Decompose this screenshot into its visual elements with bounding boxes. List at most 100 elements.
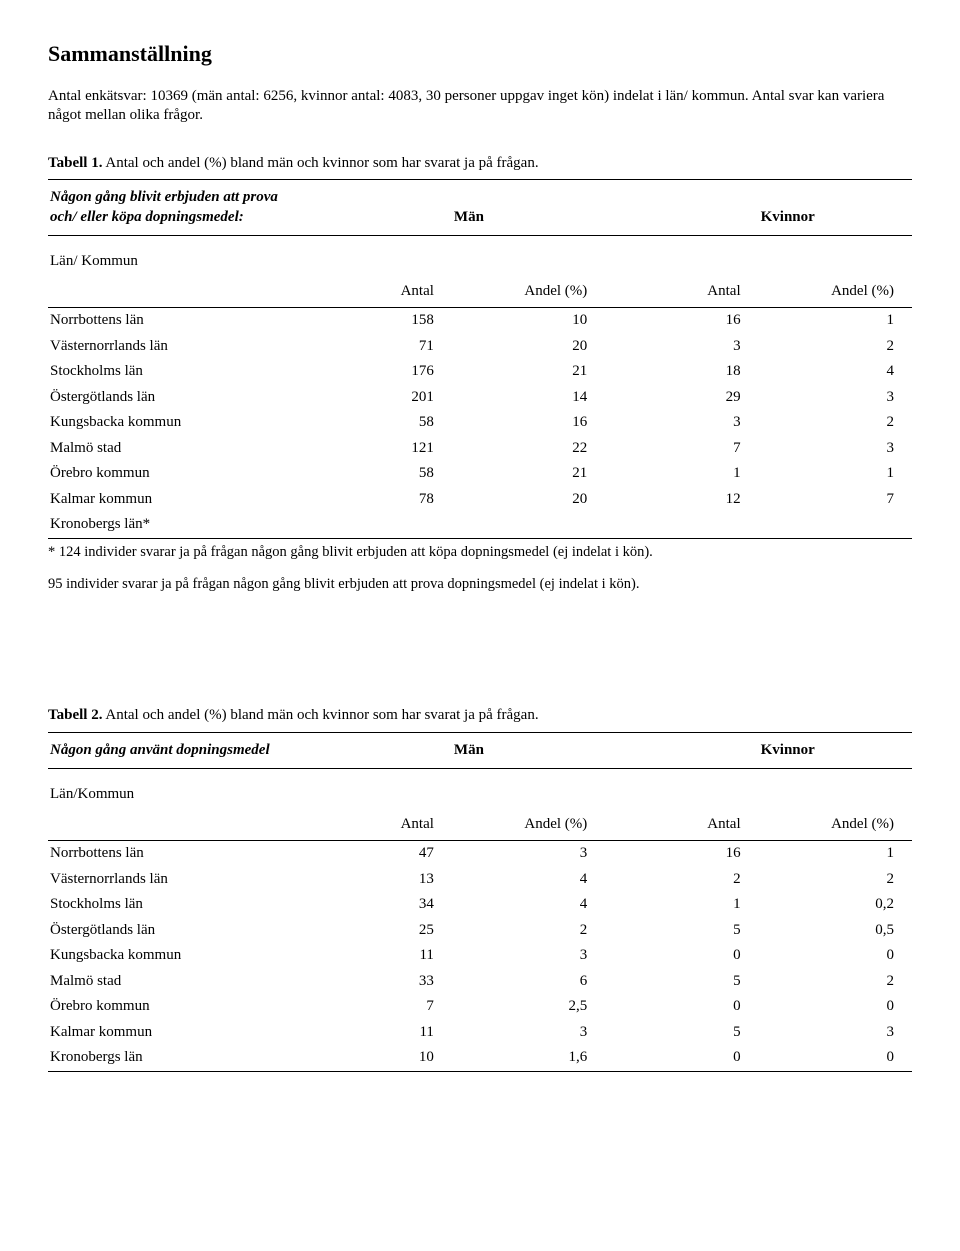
table-row: Östergötlands län25250,5 xyxy=(48,918,912,944)
value-cell: 18 xyxy=(605,359,758,385)
tabell2-label-prefix: Tabell 2. xyxy=(48,707,102,723)
table-row: Malmö stad33652 xyxy=(48,969,912,995)
value-cell: 2 xyxy=(452,918,605,944)
value-cell: 2 xyxy=(759,867,912,893)
table-row: Kronobergs län101,600 xyxy=(48,1045,912,1071)
table-row: Kungsbacka kommun11300 xyxy=(48,943,912,969)
value-cell: 10 xyxy=(299,1045,452,1071)
value-cell: 121 xyxy=(299,436,452,462)
tabell1-col2: Andel (%) xyxy=(452,278,605,308)
table-row: Östergötlands län20114293 xyxy=(48,385,912,411)
value-cell: 3 xyxy=(452,1020,605,1046)
value-cell: 176 xyxy=(299,359,452,385)
value-cell: 0 xyxy=(759,1045,912,1071)
tabell1-caption: Tabell 1. Antal och andel (%) bland män … xyxy=(48,154,912,174)
value-cell: 0 xyxy=(759,943,912,969)
value-cell: 58 xyxy=(299,410,452,436)
value-cell: 47 xyxy=(299,841,452,867)
tabell2: Någon gång använt dopningsmedel Män Kvin… xyxy=(48,732,912,1072)
region-cell: Kungsbacka kommun xyxy=(48,410,299,436)
value-cell: 158 xyxy=(299,308,452,334)
tabell1-group-women: Kvinnor xyxy=(759,180,912,236)
table-row: Norrbottens län473161 xyxy=(48,841,912,867)
value-cell xyxy=(759,512,912,538)
table-row: Västernorrlands län13422 xyxy=(48,867,912,893)
value-cell: 4 xyxy=(759,359,912,385)
value-cell: 1 xyxy=(605,461,758,487)
value-cell: 2 xyxy=(759,969,912,995)
table-row: Norrbottens län15810161 xyxy=(48,308,912,334)
value-cell: 3 xyxy=(452,943,605,969)
value-cell: 1,6 xyxy=(452,1045,605,1071)
value-cell: 3 xyxy=(759,385,912,411)
value-cell: 0,2 xyxy=(759,892,912,918)
region-cell: Örebro kommun xyxy=(48,461,299,487)
value-cell: 0 xyxy=(605,1045,758,1071)
tabell2-caption: Tabell 2. Antal och andel (%) bland män … xyxy=(48,706,912,726)
region-cell: Kalmar kommun xyxy=(48,487,299,513)
value-cell: 11 xyxy=(299,1020,452,1046)
value-cell: 0 xyxy=(605,943,758,969)
table-row: Malmö stad1212273 xyxy=(48,436,912,462)
region-cell: Norrbottens län xyxy=(48,308,299,334)
value-cell: 0 xyxy=(759,994,912,1020)
value-cell: 2 xyxy=(605,867,758,893)
value-cell: 4 xyxy=(452,892,605,918)
tabell1-footnote2: 95 individer svarar ja på frågan någon g… xyxy=(48,575,912,594)
table-row: Stockholms län34410,2 xyxy=(48,892,912,918)
value-cell: 16 xyxy=(605,308,758,334)
table-row: Västernorrlands län712032 xyxy=(48,334,912,360)
value-cell: 34 xyxy=(299,892,452,918)
value-cell: 13 xyxy=(299,867,452,893)
value-cell: 201 xyxy=(299,385,452,411)
table-row: Kalmar kommun7820127 xyxy=(48,487,912,513)
region-cell: Stockholms län xyxy=(48,359,299,385)
value-cell: 2 xyxy=(759,410,912,436)
value-cell: 20 xyxy=(452,487,605,513)
region-cell: Kronobergs län* xyxy=(48,512,299,538)
tabell1-col1: Antal xyxy=(299,278,452,308)
value-cell: 7 xyxy=(299,994,452,1020)
tabell1-col4: Andel (%) xyxy=(759,278,912,308)
value-cell xyxy=(299,512,452,538)
tabell2-question: Någon gång använt dopningsmedel xyxy=(48,732,299,769)
value-cell: 10 xyxy=(452,308,605,334)
value-cell: 7 xyxy=(605,436,758,462)
value-cell: 3 xyxy=(452,841,605,867)
table-row: Kungsbacka kommun581632 xyxy=(48,410,912,436)
value-cell: 3 xyxy=(759,1020,912,1046)
region-cell: Östergötlands län xyxy=(48,385,299,411)
tabell1-question-line1: Någon gång blivit erbjuden att prova xyxy=(50,189,278,205)
region-cell: Kronobergs län xyxy=(48,1045,299,1071)
tabell2-col1: Antal xyxy=(299,811,452,841)
value-cell: 25 xyxy=(299,918,452,944)
region-cell: Malmö stad xyxy=(48,436,299,462)
value-cell: 33 xyxy=(299,969,452,995)
table-row: Kalmar kommun11353 xyxy=(48,1020,912,1046)
value-cell: 3 xyxy=(605,410,758,436)
table-row: Örebro kommun72,500 xyxy=(48,994,912,1020)
region-cell: Malmö stad xyxy=(48,969,299,995)
value-cell: 3 xyxy=(759,436,912,462)
value-cell: 16 xyxy=(452,410,605,436)
value-cell: 0,5 xyxy=(759,918,912,944)
value-cell: 6 xyxy=(452,969,605,995)
tabell1-footnote1: * 124 individer svarar ja på frågan någo… xyxy=(48,543,912,562)
value-cell: 14 xyxy=(452,385,605,411)
value-cell: 1 xyxy=(759,308,912,334)
tabell2-col3: Antal xyxy=(605,811,758,841)
value-cell: 22 xyxy=(452,436,605,462)
tabell2-group-men: Män xyxy=(452,732,605,769)
region-cell: Norrbottens län xyxy=(48,841,299,867)
value-cell: 29 xyxy=(605,385,758,411)
tabell1-group-men: Män xyxy=(452,180,605,236)
value-cell: 20 xyxy=(452,334,605,360)
region-cell: Västernorrlands län xyxy=(48,334,299,360)
value-cell: 21 xyxy=(452,461,605,487)
value-cell: 21 xyxy=(452,359,605,385)
value-cell xyxy=(452,512,605,538)
tabell2-subheader: Län/Kommun xyxy=(48,769,299,811)
tabell1-subheader: Län/ Kommun xyxy=(48,236,299,278)
value-cell: 71 xyxy=(299,334,452,360)
value-cell: 5 xyxy=(605,1020,758,1046)
